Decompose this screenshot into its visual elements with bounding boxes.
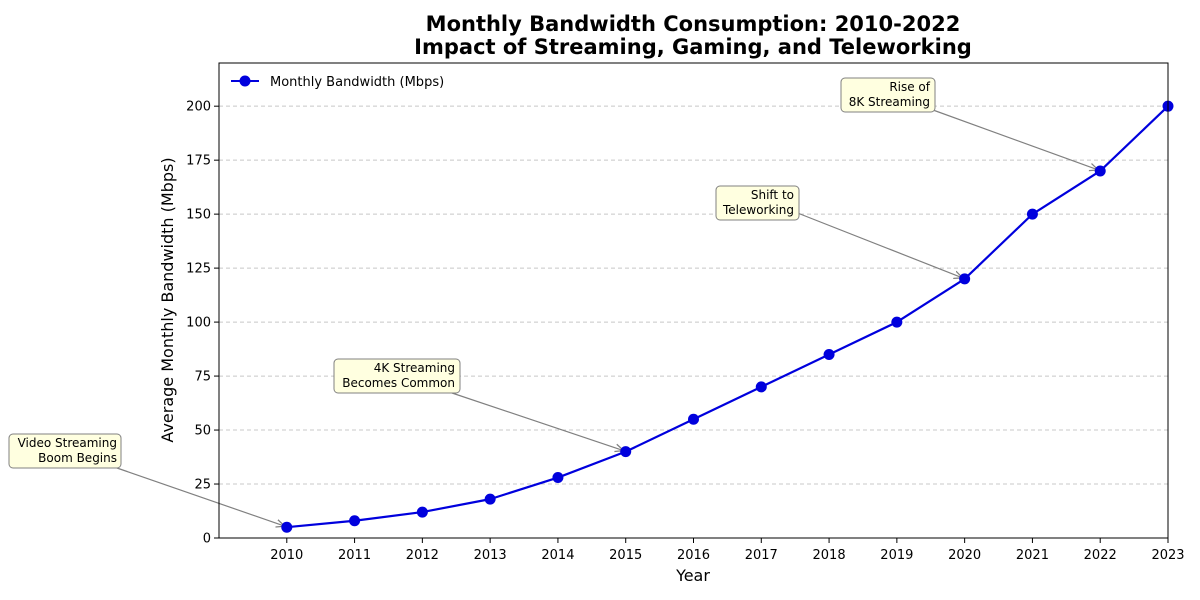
data-point bbox=[959, 273, 971, 285]
gridlines bbox=[219, 105, 1168, 485]
data-point bbox=[755, 381, 767, 393]
x-tick-label: 2011 bbox=[338, 548, 371, 563]
x-tick-label: 2018 bbox=[813, 548, 846, 563]
data-point bbox=[416, 506, 428, 518]
y-tick-label: 150 bbox=[186, 208, 211, 223]
y-tick-label: 0 bbox=[203, 532, 211, 547]
y-tick-label: 175 bbox=[186, 154, 211, 169]
series-line bbox=[286, 105, 1169, 529]
annotation-text: Video Streaming bbox=[18, 436, 117, 450]
x-axis-label: Year bbox=[675, 566, 710, 585]
annotation-box bbox=[840, 77, 936, 113]
y-axis: 0 25 50 75 100 125 150 175 200 bbox=[186, 100, 219, 547]
x-tick-label: 2021 bbox=[1016, 548, 1049, 563]
y-tick-label: 25 bbox=[194, 478, 211, 493]
y-tick-label: 75 bbox=[194, 370, 211, 385]
annotation-arrow bbox=[116, 467, 285, 526]
x-tick-label: 2013 bbox=[474, 548, 507, 563]
data-point bbox=[552, 472, 564, 484]
annotation-box bbox=[8, 433, 122, 469]
annotation-arrows bbox=[116, 109, 1098, 526]
data-point bbox=[823, 348, 835, 360]
annotation-box bbox=[333, 358, 461, 394]
y-axis-label: Average Monthly Bandwidth (Mbps) bbox=[158, 157, 177, 442]
data-point bbox=[1026, 208, 1038, 220]
plot-frame bbox=[218, 62, 1169, 539]
legend-label: Monthly Bandwidth (Mbps) bbox=[270, 75, 444, 90]
annotation-arrow bbox=[451, 392, 624, 451]
annotation-text: 4K Streaming bbox=[374, 361, 455, 375]
x-tick-label: 2022 bbox=[1084, 548, 1117, 563]
y-tick-label: 100 bbox=[186, 316, 211, 331]
data-point bbox=[1094, 165, 1106, 177]
annotation-text: Boom Begins bbox=[38, 451, 117, 465]
annotation-text: Shift to bbox=[751, 188, 794, 202]
series-layer bbox=[281, 100, 1174, 533]
annotation-arrow bbox=[794, 211, 963, 278]
x-tick-label: 2012 bbox=[406, 548, 439, 563]
chart-title-line-2: Impact of Streaming, Gaming, and Telewor… bbox=[414, 35, 972, 59]
legend: Monthly Bandwidth (Mbps) bbox=[231, 75, 444, 90]
legend-marker-swatch bbox=[239, 75, 251, 87]
data-point bbox=[349, 515, 361, 527]
x-tick-label: 2010 bbox=[270, 548, 303, 563]
x-tick-label: 2019 bbox=[880, 548, 913, 563]
annotation-text: Becomes Common bbox=[342, 376, 455, 390]
data-point bbox=[620, 446, 632, 458]
annotation-text: Rise of bbox=[889, 80, 930, 94]
x-axis: 2010 2011 2012 2013 2014 2015 2016 2017 2018 2019… bbox=[270, 538, 1185, 563]
data-point bbox=[891, 316, 903, 328]
chart-title-line-1: Monthly Bandwidth Consumption: 2010-2022 bbox=[426, 12, 961, 36]
annotation-text: Teleworking bbox=[722, 203, 794, 217]
x-tick-label: 2014 bbox=[541, 548, 574, 563]
data-point bbox=[484, 493, 496, 505]
y-tick-label: 200 bbox=[186, 100, 211, 115]
y-tick-label: 125 bbox=[186, 262, 211, 277]
data-point bbox=[281, 521, 293, 533]
annotation-box bbox=[715, 185, 800, 221]
x-tick-label: 2015 bbox=[609, 548, 642, 563]
data-point bbox=[688, 413, 699, 425]
annotation-text: 8K Streaming bbox=[849, 95, 930, 109]
annotation-arrow bbox=[932, 109, 1098, 170]
x-tick-label: 2016 bbox=[677, 548, 710, 563]
x-tick-label: 2020 bbox=[948, 548, 981, 563]
x-tick-label: 2017 bbox=[745, 548, 778, 563]
y-tick-label: 50 bbox=[194, 424, 211, 439]
x-tick-label: 2023 bbox=[1151, 548, 1184, 563]
